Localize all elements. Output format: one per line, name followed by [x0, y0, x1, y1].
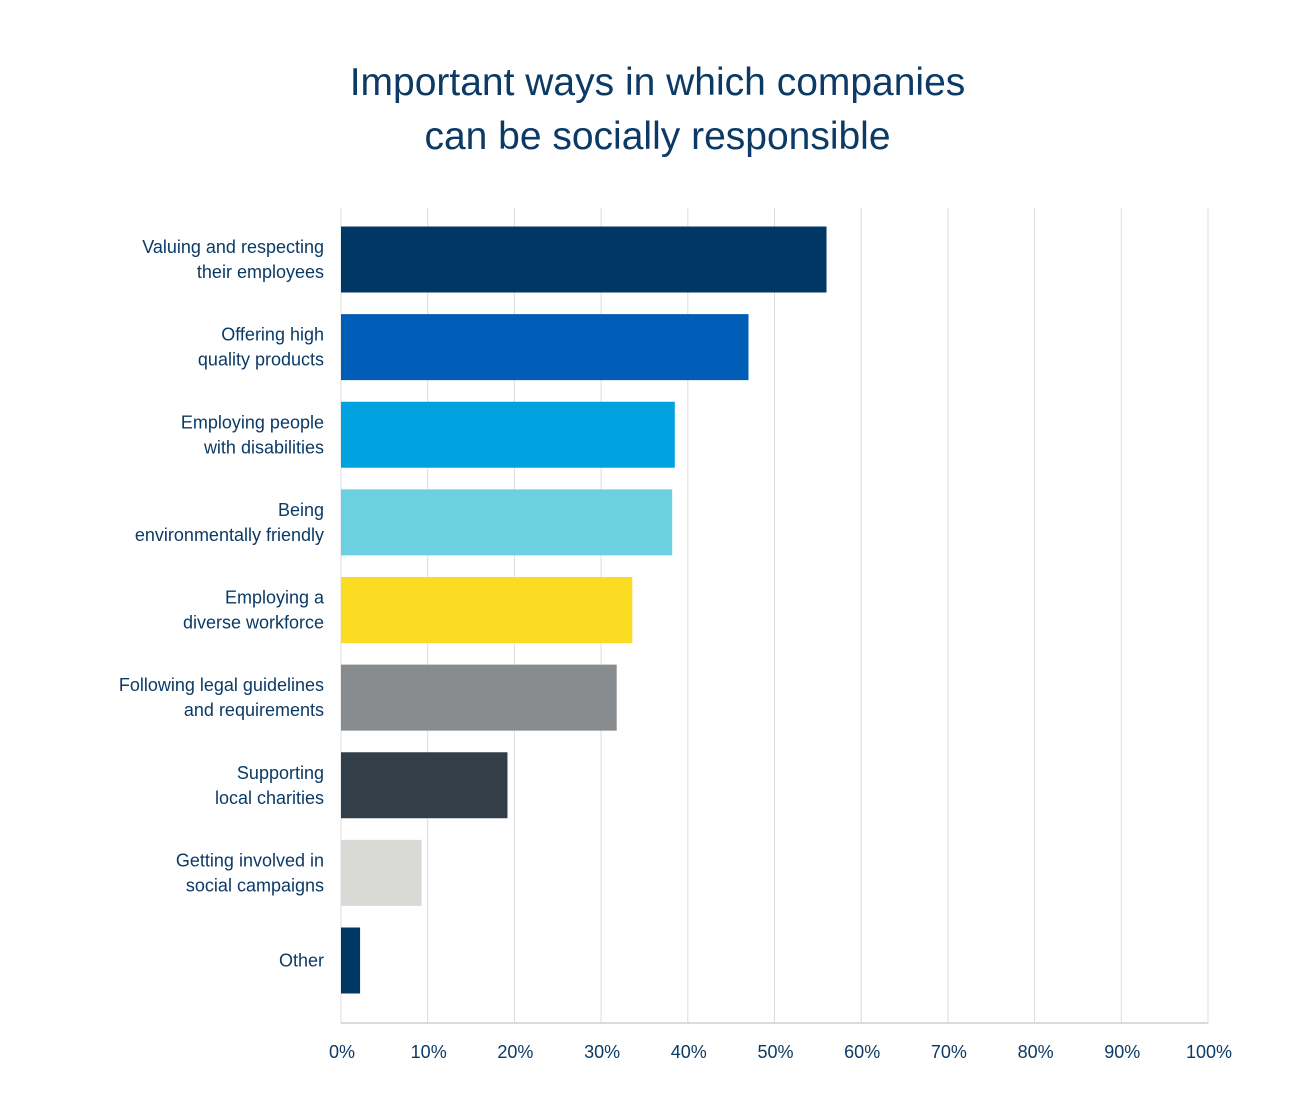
- category-label: diverse workforce: [183, 613, 324, 633]
- x-tick-label: 0%: [329, 1042, 355, 1062]
- bar: [341, 839, 422, 906]
- x-tick-label: 70%: [931, 1042, 967, 1062]
- category-label: Offering high: [221, 325, 324, 345]
- x-tick-label: 10%: [411, 1042, 447, 1062]
- x-tick-label: 90%: [1104, 1042, 1140, 1062]
- bar: [341, 752, 508, 819]
- bar: [341, 226, 827, 293]
- bar: [341, 927, 361, 994]
- category-label: quality products: [198, 350, 324, 370]
- bar: [341, 314, 749, 381]
- chart-title-line-1: Important ways in which companies: [349, 61, 966, 104]
- chart-title-line-2: can be socially responsible: [424, 115, 891, 158]
- category-label: Employing a: [225, 588, 325, 608]
- bar: [341, 401, 675, 468]
- bar: [341, 577, 633, 643]
- category-label: with disabilities: [203, 437, 324, 457]
- x-tick-label: 50%: [757, 1042, 793, 1062]
- category-label: environmentally friendly: [135, 525, 324, 545]
- x-tick-label: 60%: [844, 1042, 880, 1062]
- category-label: Valuing and respecting: [142, 237, 324, 257]
- x-tick-label: 100%: [1186, 1042, 1232, 1062]
- category-label: local charities: [215, 788, 324, 808]
- category-label: Employing people: [181, 412, 324, 432]
- x-tick-label: 40%: [671, 1042, 707, 1062]
- x-tick-label: 80%: [1018, 1042, 1054, 1062]
- x-tick-label: 30%: [584, 1042, 620, 1062]
- category-label: Following legal guidelines: [119, 675, 324, 695]
- bar: [341, 664, 617, 731]
- chart-title: Important ways in which companies can be…: [0, 56, 1315, 164]
- category-label: their employees: [197, 262, 324, 282]
- x-tick-label: 20%: [497, 1042, 533, 1062]
- category-label: Getting involved in: [176, 850, 324, 870]
- category-label: social campaigns: [186, 875, 324, 895]
- category-label: Being: [278, 500, 324, 520]
- bar: [341, 489, 673, 556]
- category-label: Other: [279, 951, 324, 971]
- category-label: Supporting: [237, 763, 324, 783]
- category-label: and requirements: [184, 700, 324, 720]
